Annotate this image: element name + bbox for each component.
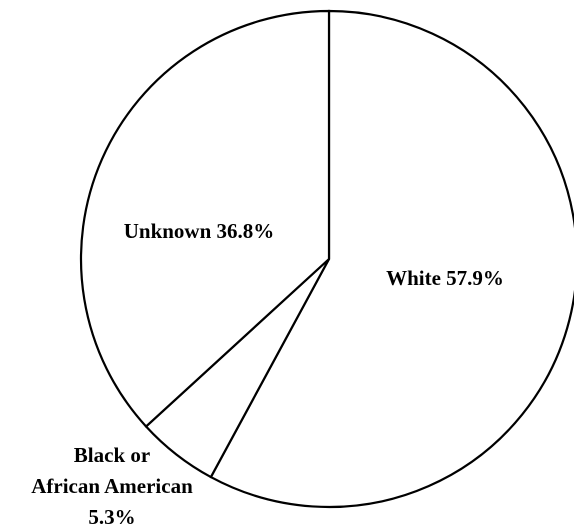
pie-slice-unknown <box>79 9 331 429</box>
pie-slices <box>79 9 574 509</box>
pie-label-unknown: Unknown 36.8% <box>124 219 275 243</box>
pie-label-black-or-african-american: Black or African American 5.3% <box>31 443 193 527</box>
pie-label-line: African American <box>31 474 193 498</box>
pie-label-line: Black or <box>74 443 150 467</box>
pie-slice-white <box>209 9 574 509</box>
pie-label-line: Unknown 36.8% <box>124 219 275 243</box>
pie-label-white: White 57.9% <box>386 266 504 290</box>
pie-labels: White 57.9% Black or African American 5.3% U… <box>31 219 504 527</box>
pie-label-line: White 57.9% <box>386 266 504 290</box>
pie-label-line: 5.3% <box>88 505 135 527</box>
